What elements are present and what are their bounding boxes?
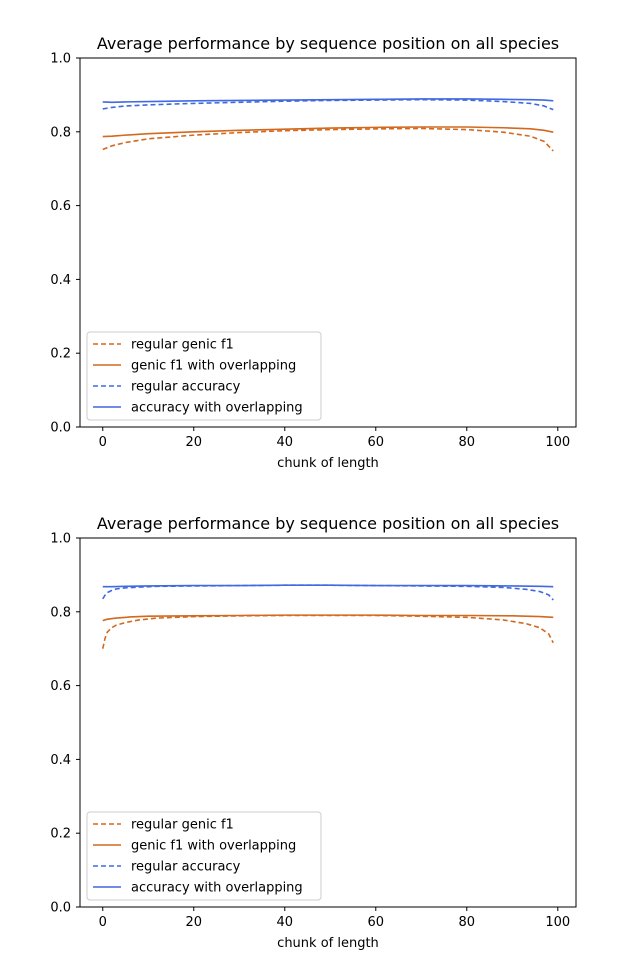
chart-title: Average performance by sequence position… <box>97 514 559 533</box>
legend-entry: genic f1 with overlapping <box>131 359 296 374</box>
legend-entry: accuracy with overlapping <box>131 401 303 416</box>
y-tick-label: 0.4 <box>50 753 71 768</box>
legend-entry: regular genic f1 <box>131 338 234 353</box>
y-tick-label: 0.8 <box>50 605 71 620</box>
series-line-regular-genic-f1 <box>102 127 554 152</box>
legend-box <box>86 331 322 421</box>
legend-entry: regular accuracy <box>131 860 241 875</box>
chart-1: Average performance by sequence position… <box>50 34 577 471</box>
y-tick-label: 0.2 <box>50 827 71 842</box>
series-line-genic-f1-with-overlapping <box>102 126 554 138</box>
x-tick-label: 20 <box>185 915 202 930</box>
plot-frame <box>79 537 577 908</box>
series-line-regular-accuracy <box>102 584 554 601</box>
y-tick-label: 1.0 <box>50 532 71 547</box>
x-axis-label: chunk of length <box>277 936 379 951</box>
x-tick-label: 80 <box>459 435 476 450</box>
y-tick-label: 0.4 <box>50 273 71 288</box>
legend: regular genic f1 genic f1 with overlappin… <box>86 331 322 421</box>
series-line-accuracy-with-overlapping <box>102 584 554 588</box>
legend-box <box>86 811 322 901</box>
x-tick-label: 40 <box>276 915 293 930</box>
legend-entry: genic f1 with overlapping <box>131 839 296 854</box>
plot-frame <box>79 57 577 428</box>
y-tick-label: 0.2 <box>50 347 71 362</box>
legend-entry: accuracy with overlapping <box>131 881 303 896</box>
y-tick-label: 0.6 <box>50 199 71 214</box>
legend-entry: regular genic f1 <box>131 818 234 833</box>
series-line-regular-genic-f1 <box>101 614 554 649</box>
x-tick-label: 60 <box>368 435 385 450</box>
legend-entry: regular accuracy <box>131 380 241 395</box>
series-line-accuracy-with-overlapping <box>102 98 554 104</box>
y-tick-label: 1.0 <box>50 52 71 67</box>
chart-2: Average performance by sequence position… <box>50 514 577 951</box>
legend: regular genic f1 genic f1 with overlappin… <box>86 811 322 901</box>
chart-title: Average performance by sequence position… <box>97 34 559 53</box>
y-tick-label: 0.8 <box>50 125 71 140</box>
x-tick-label: 0 <box>99 915 107 930</box>
x-axis-label: chunk of length <box>277 456 379 471</box>
x-tick-label: 20 <box>185 435 202 450</box>
x-tick-label: 80 <box>459 915 476 930</box>
x-tick-label: 0 <box>99 435 107 450</box>
x-tick-label: 100 <box>545 435 570 450</box>
series-line-genic-f1-with-overlapping <box>102 614 554 622</box>
x-tick-label: 40 <box>276 435 293 450</box>
y-tick-label: 0.6 <box>50 679 71 694</box>
x-tick-label: 100 <box>545 915 570 930</box>
x-tick-label: 60 <box>368 915 385 930</box>
y-tick-label: 0.0 <box>50 421 71 436</box>
y-tick-label: 0.0 <box>50 901 71 916</box>
